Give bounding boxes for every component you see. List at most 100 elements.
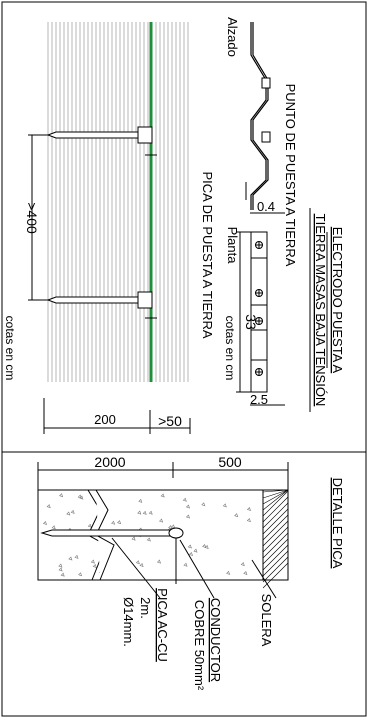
ground-stripes xyxy=(47,22,189,382)
hatch-line xyxy=(262,489,289,493)
concrete-speckle xyxy=(68,556,73,561)
hatch-line xyxy=(262,544,289,571)
concrete-speckle xyxy=(78,572,83,577)
hatch-line xyxy=(262,556,289,583)
concrete-speckle xyxy=(201,502,206,507)
pica-rod-1 xyxy=(46,126,153,144)
main-view: >400 cotas en cm 200 >50 PICA DE PUESTA … xyxy=(3,22,215,434)
concrete-speckle xyxy=(182,497,187,502)
detail-pica-rod xyxy=(40,529,181,537)
dim-400-label: >400 xyxy=(24,202,40,234)
concrete-speckle xyxy=(90,559,95,564)
title-block: ELECTRODO PUESTA A TIERRA MASAS BAJA TEN… xyxy=(309,208,345,412)
concrete-speckle xyxy=(58,563,63,568)
concrete-speckle xyxy=(117,520,122,525)
concrete-speckle xyxy=(160,493,165,498)
concrete-speckle xyxy=(42,520,47,525)
dim-25-label: 2.5 xyxy=(250,392,268,407)
pica-label-3: Ø14mm. xyxy=(121,597,136,647)
conductor-label-2: COBRE 50mm² xyxy=(192,600,207,691)
hatch-line xyxy=(262,489,289,499)
conductor-label-1: CONDUCTOR xyxy=(208,598,223,682)
punto-label: PUNTO DE PUESTA A TIERRA xyxy=(283,84,298,267)
concrete-speckle xyxy=(246,518,251,523)
concrete-speckle xyxy=(59,493,64,498)
concrete-speckle xyxy=(70,509,75,514)
concrete-speckle xyxy=(183,562,188,567)
hatch-line xyxy=(262,526,289,553)
pica-leader xyxy=(111,537,161,599)
concrete-speckle xyxy=(51,525,56,530)
planta-bar xyxy=(250,231,268,393)
concrete-speckle xyxy=(240,562,245,567)
concrete-speckle xyxy=(188,551,193,556)
hatch-line xyxy=(262,508,289,535)
pica-rod-2 xyxy=(46,291,153,309)
concrete-speckle xyxy=(138,498,143,503)
concrete-speckle xyxy=(159,518,164,523)
planta-cotas-label: cotas en cm xyxy=(223,316,237,381)
hatch-line xyxy=(262,502,289,529)
concrete-speckle xyxy=(135,560,140,565)
alzado-terminal-1 xyxy=(261,77,271,89)
pica-label-2: 2m. xyxy=(138,597,153,619)
main-cotas-label: cotas en cm xyxy=(3,316,17,381)
concrete-speckle xyxy=(156,559,161,564)
hatch-line xyxy=(262,520,289,547)
concrete-speckle xyxy=(193,548,198,553)
concrete-speckle xyxy=(131,536,136,541)
concrete-speckle xyxy=(202,543,207,548)
concrete-speckle xyxy=(185,514,190,519)
alzado-profile xyxy=(252,22,269,210)
hatch-line xyxy=(262,489,289,511)
concrete-speckle xyxy=(148,510,153,515)
hatch-line xyxy=(262,550,289,577)
concrete-speckle xyxy=(87,523,92,528)
concrete-speckle xyxy=(137,510,142,515)
concrete-speckle xyxy=(46,504,51,509)
planta-holes xyxy=(255,241,263,376)
pica-label: PICA DE PUESTA A TIERRA xyxy=(200,171,215,338)
solera-hatch xyxy=(262,489,289,589)
hatch-line xyxy=(262,514,289,541)
detalle-pica-view: DETALLE PICA 2000 500 SOLERA CONDUCTOR C… xyxy=(37,454,345,691)
title-line-2: TIERRA MASAS BAJA TENSIÓN xyxy=(313,214,328,407)
solera-leader xyxy=(251,559,277,599)
concrete-speckle xyxy=(222,503,227,508)
alzado-label: Alzado xyxy=(225,17,240,57)
concrete-speckle xyxy=(246,506,251,511)
dim-04-label: 0.4 xyxy=(257,199,275,214)
hatch-line xyxy=(262,496,289,523)
alzado-view: Alzado PUNTO DE PUESTA A TIERRA 0.4 xyxy=(225,17,298,267)
concrete-speckle xyxy=(74,554,79,559)
planta-label: Planta xyxy=(225,227,240,265)
dim-500-label: 500 xyxy=(218,454,242,470)
concrete-speckle xyxy=(243,570,248,575)
pica-label-1: PICA AC-CU xyxy=(155,588,170,662)
planta-view: Planta 33 cotas en cm 2.5 xyxy=(223,227,285,407)
concrete-speckle xyxy=(77,494,82,499)
hatch-line xyxy=(262,489,289,505)
concrete-speckle xyxy=(142,510,147,515)
dim-33-label: 33 xyxy=(243,314,259,330)
conductor-leader xyxy=(179,539,215,599)
detalle-title: DETALLE PICA xyxy=(330,478,345,569)
concrete-speckle xyxy=(234,513,239,518)
concrete-speckle xyxy=(60,572,65,577)
concrete-speckle xyxy=(58,567,63,572)
hatch-line xyxy=(262,532,289,559)
concrete-speckle xyxy=(66,511,71,516)
concrete-speckle xyxy=(171,524,176,529)
alzado-terminal-2 xyxy=(261,131,271,143)
concrete-speckle xyxy=(92,563,97,568)
concrete-speckle xyxy=(226,570,231,575)
dim-200-label: 200 xyxy=(94,412,116,427)
concrete-speckle xyxy=(139,562,144,567)
title-line-1: ELECTRODO PUESTA A xyxy=(330,227,345,374)
connector-clamp xyxy=(168,527,184,539)
concrete-speckle xyxy=(146,537,151,542)
concrete-speckle xyxy=(111,520,116,525)
solera-label: SOLERA xyxy=(259,594,274,647)
